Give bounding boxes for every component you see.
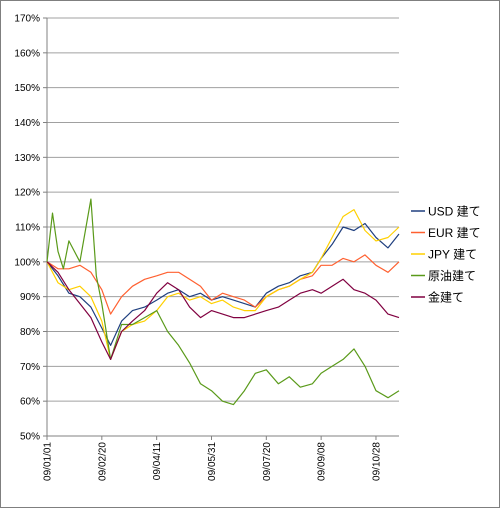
series-lines [46, 198, 400, 406]
x-tick-label: 09/10/28 [371, 442, 382, 481]
y-tick-label: 90% [20, 292, 40, 303]
grid [47, 17, 399, 402]
x-tick-label: 09/09/08 [317, 442, 328, 481]
y-tick-label: 130% [14, 153, 40, 164]
x-axis: 09/01/01 09/02/20 09/04/11 09/05/31 09/07/20… [43, 435, 399, 481]
x-tick-label: 09/02/20 [97, 442, 108, 481]
x-tick-label: 09/04/11 [152, 442, 163, 481]
y-tick-label: 50% [20, 432, 40, 443]
series-line-3 [46, 209, 400, 360]
legend-label: EUR 建て [428, 226, 481, 240]
series-line-4 [46, 198, 400, 406]
y-tick-label: 170% [14, 14, 40, 25]
legend-label: 原油建て [428, 269, 476, 283]
y-tick-label: 100% [14, 257, 40, 268]
y-axis: 50% 60% 70% 80% 90% 100% 110% 120% 130% 140% 150% 1… [14, 14, 48, 443]
x-tick-label: 09/07/20 [262, 442, 273, 481]
y-tick-label: 120% [14, 188, 40, 199]
series-line-2 [46, 254, 400, 315]
legend-label: 金建て [428, 290, 464, 305]
series-line-5 [46, 261, 400, 360]
legend-label: JPY 建て [428, 248, 477, 262]
series-line-1 [46, 222, 400, 346]
y-tick-label: 160% [14, 48, 40, 59]
y-tick-label: 80% [20, 327, 40, 338]
y-tick-label: 110% [15, 223, 40, 234]
y-tick-label: 70% [20, 362, 40, 373]
y-tick-label: 150% [14, 83, 40, 94]
legend-label: USD 建て [428, 205, 481, 219]
x-tick-label: 09/05/31 [207, 442, 218, 481]
y-tick-label: 140% [14, 118, 40, 129]
y-tick-label: 60% [20, 397, 40, 408]
x-tick-label: 09/01/01 [43, 442, 54, 481]
